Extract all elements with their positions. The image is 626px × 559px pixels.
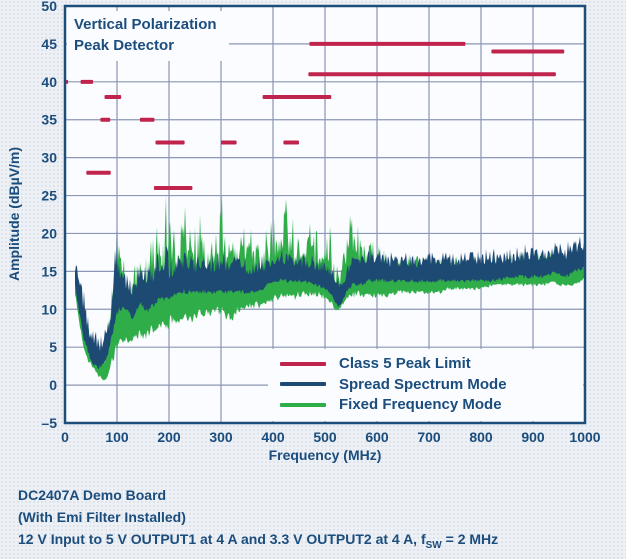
y-tick-label: 25 bbox=[41, 188, 57, 204]
legend: Class 5 Peak Limit Spread Spectrum Mode … bbox=[268, 349, 583, 421]
x-tick-label: 1000 bbox=[569, 429, 600, 445]
legend-row-class5: Class 5 Peak Limit bbox=[280, 356, 583, 371]
y-tick-label: 45 bbox=[41, 36, 57, 52]
class5-limit-segment bbox=[262, 94, 332, 99]
class5-limit-segment bbox=[491, 49, 565, 54]
legend-row-spread-spectrum: Spread Spectrum Mode bbox=[280, 377, 583, 392]
plot-title-line1: Vertical Polarization bbox=[74, 16, 217, 33]
x-tick-label: 100 bbox=[105, 429, 129, 445]
plot-title-line2: Peak Detector bbox=[74, 37, 175, 54]
y-tick-label: 40 bbox=[41, 74, 57, 90]
x-tick-label: 300 bbox=[209, 429, 233, 445]
x-tick-label: 200 bbox=[157, 429, 181, 445]
y-tick-label: 30 bbox=[41, 150, 57, 166]
y-tick-label: –5 bbox=[41, 415, 57, 431]
class5-limit-segment bbox=[153, 185, 193, 190]
y-tick-label: 5 bbox=[49, 339, 57, 355]
legend-label-class5: Class 5 Peak Limit bbox=[339, 355, 471, 372]
class5-limit-segment bbox=[283, 140, 299, 145]
x-tick-label: 900 bbox=[521, 429, 545, 445]
caption-line2: (With Emi Filter Installed) bbox=[18, 509, 186, 525]
y-tick-label: 50 bbox=[41, 0, 57, 14]
x-tick-label: 0 bbox=[61, 429, 69, 445]
y-tick-label: 10 bbox=[41, 301, 57, 317]
legend-row-fixed-frequency: Fixed Frequency Mode bbox=[280, 397, 583, 412]
caption-line3: 12 V Input to 5 V OUTPUT1 at 4 A and 3.3… bbox=[18, 531, 499, 551]
legend-label-fixed-frequency: Fixed Frequency Mode bbox=[339, 396, 502, 413]
fixed-frequency-swatch-icon bbox=[280, 402, 326, 407]
class5-limit-segment bbox=[86, 170, 111, 175]
class5-limit-segment bbox=[80, 79, 94, 84]
y-axis-title: Amplitude (dBµV/m) bbox=[6, 146, 22, 282]
x-axis-title: Frequency (MHz) bbox=[268, 447, 382, 463]
plot-border bbox=[63, 4, 587, 425]
class5-limit-segment bbox=[139, 117, 155, 122]
y-tick-label: 15 bbox=[41, 263, 57, 279]
x-tick-label: 400 bbox=[261, 429, 285, 445]
class5-limit-segment bbox=[104, 94, 122, 99]
x-tick-label: 600 bbox=[365, 429, 389, 445]
x-tick-label: 500 bbox=[313, 429, 337, 445]
y-tick-label: 0 bbox=[49, 377, 57, 393]
plot-title: Vertical Polarization Peak Detector bbox=[67, 11, 229, 61]
class5-limit-swatch-icon bbox=[280, 361, 326, 366]
class5-limit-segment bbox=[155, 140, 185, 145]
x-tick-label: 800 bbox=[469, 429, 493, 445]
caption-line1: DC2407A Demo Board bbox=[18, 487, 167, 503]
class5-limit-segment bbox=[100, 117, 111, 122]
spread-spectrum-mode-trace bbox=[75, 229, 585, 370]
class5-limit-segment bbox=[309, 41, 466, 46]
y-tick-label: 20 bbox=[41, 225, 57, 241]
x-tick-label: 700 bbox=[417, 429, 441, 445]
y-tick-label: 35 bbox=[41, 112, 57, 128]
spread-spectrum-swatch-icon bbox=[280, 382, 326, 386]
caption: DC2407A Demo Board (With Emi Filter Inst… bbox=[18, 484, 498, 557]
class5-limit-segment bbox=[221, 140, 237, 145]
legend-label-spread-spectrum: Spread Spectrum Mode bbox=[339, 375, 507, 393]
class5-limit-segment bbox=[308, 72, 556, 77]
